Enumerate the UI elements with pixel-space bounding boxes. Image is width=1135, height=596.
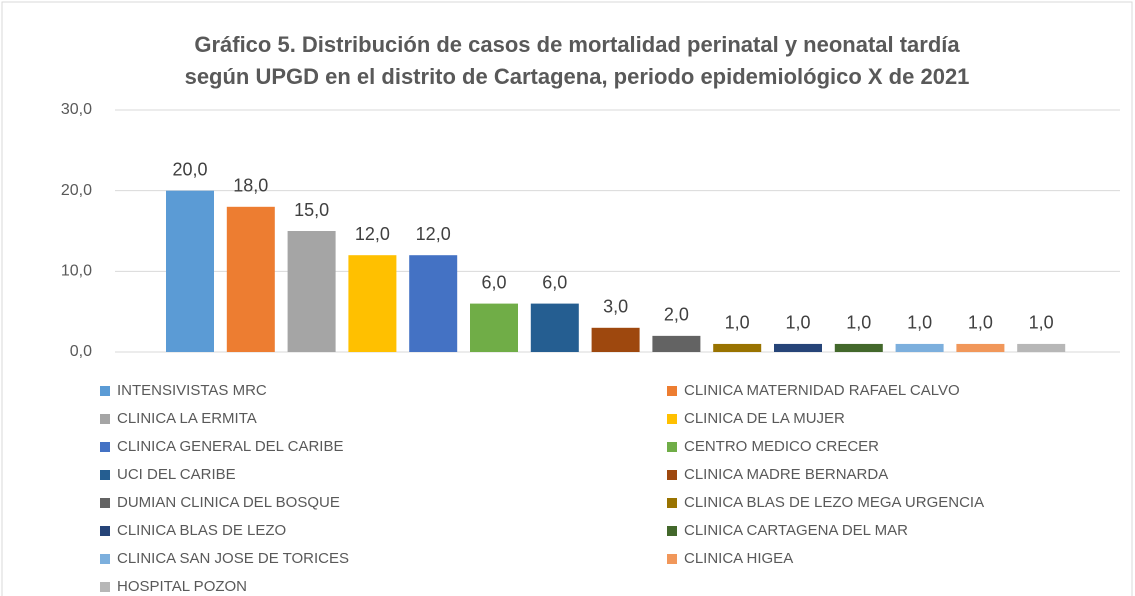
legend-label: CLINICA MADRE BERNARDA (684, 466, 888, 483)
bar (1017, 343, 1066, 352)
bar (287, 231, 336, 352)
bar (895, 343, 944, 352)
legend-swatch (100, 554, 110, 564)
value-label: 18,0 (233, 176, 268, 196)
value-label: 6,0 (542, 272, 567, 292)
value-label: 2,0 (664, 305, 689, 325)
legend-swatch (100, 526, 110, 536)
value-label: 1,0 (785, 313, 810, 333)
chart-title: Gráfico 5. Distribución de casos de mort… (194, 32, 960, 57)
y-tick-label: 0,0 (70, 343, 92, 360)
legend-swatch (100, 498, 110, 508)
bar (956, 343, 1005, 352)
legend-label: CLINICA DE LA MUJER (684, 410, 845, 427)
legend-label: CENTRO MEDICO CRECER (684, 438, 879, 455)
legend-swatch (667, 470, 677, 480)
value-label: 12,0 (355, 224, 390, 244)
legend-label: CLINICA MATERNIDAD RAFAEL CALVO (684, 382, 960, 399)
legend-label: CLINICA CARTAGENA DEL MAR (684, 522, 908, 539)
bar (652, 335, 701, 352)
value-label: 15,0 (294, 200, 329, 220)
bar (591, 327, 640, 352)
value-label: 1,0 (968, 313, 993, 333)
bar (470, 303, 518, 352)
legend-label: CLINICA BLAS DE LEZO (117, 522, 286, 539)
legend-swatch (100, 386, 110, 396)
value-label: 1,0 (907, 313, 932, 333)
value-label: 1,0 (725, 313, 750, 333)
legend-swatch (100, 414, 110, 424)
bar (530, 303, 579, 352)
legend-swatch (100, 582, 110, 592)
bar (226, 206, 275, 352)
legend-label: CLINICA HIGEA (684, 550, 793, 567)
y-tick-label: 20,0 (61, 182, 92, 199)
legend-swatch (667, 442, 677, 452)
legend-label: INTENSIVISTAS MRC (117, 382, 267, 399)
legend-swatch (667, 498, 677, 508)
legend-label: CLINICA BLAS DE LEZO MEGA URGENCIA (684, 494, 984, 511)
value-label: 20,0 (172, 159, 207, 179)
bar (713, 343, 762, 352)
y-tick-label: 10,0 (61, 263, 92, 280)
value-label: 1,0 (846, 313, 871, 333)
legend-label: DUMIAN CLINICA DEL BOSQUE (117, 494, 340, 511)
bar (834, 343, 883, 352)
value-label: 1,0 (1029, 313, 1054, 333)
value-label: 3,0 (603, 297, 628, 317)
chart-title: según UPGD en el distrito de Cartagena, … (185, 64, 970, 89)
legend-swatch (667, 526, 677, 536)
legend-label: CLINICA SAN JOSE DE TORICES (117, 550, 349, 567)
y-tick-label: 30,0 (61, 101, 92, 118)
value-label: 6,0 (481, 272, 506, 292)
legend-label: CLINICA LA ERMITA (117, 410, 257, 427)
bar (348, 255, 397, 352)
legend-swatch (667, 554, 677, 564)
legend-label: UCI DEL CARIBE (117, 466, 236, 483)
legend-label: CLINICA GENERAL DEL CARIBE (117, 438, 343, 455)
legend-swatch (667, 386, 677, 396)
legend-swatch (100, 442, 110, 452)
legend-label: HOSPITAL POZON (117, 578, 247, 595)
bar (166, 190, 214, 352)
bar (409, 255, 458, 352)
legend-swatch (100, 470, 110, 480)
bar (774, 343, 822, 352)
legend-swatch (667, 414, 677, 424)
value-label: 12,0 (416, 224, 451, 244)
